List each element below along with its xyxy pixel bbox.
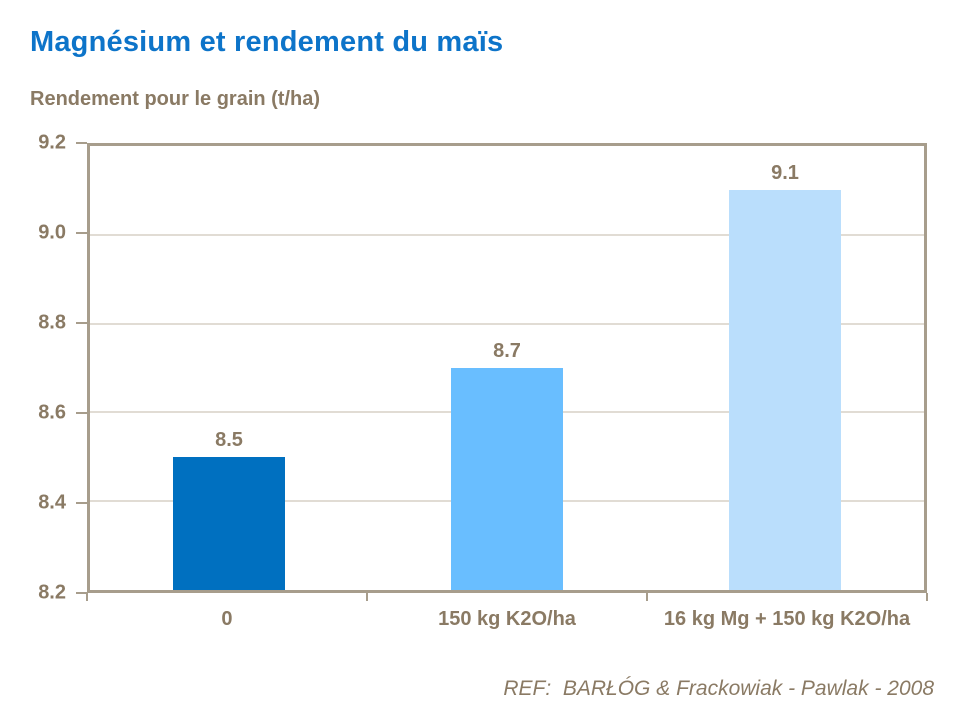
y-tick-label: 8.4 [38,491,66,514]
x-tick-mark [365,593,368,601]
page-title: Magnésium et rendement du maïs [30,26,504,58]
y-tick-label: 9.0 [38,221,66,244]
y-tick-mark [76,592,87,594]
y-tick-mark [76,322,87,324]
x-axis-category-labels: 0 150 kg K2O/ha 16 kg Mg + 150 kg K2O/ha [87,608,927,634]
bar-value-label: 8.5 [215,428,243,451]
x-axis-tick-marks [86,593,928,601]
gridline [90,234,924,236]
y-tick-label: 8.8 [38,311,66,334]
y-axis-tick-marks [76,142,87,594]
x-tick-mark [926,593,928,601]
y-axis-title: Rendement pour le grain (t/ha) [30,88,321,110]
bars-layer: 8.5 8.7 9.1 [90,146,924,590]
gridline [90,323,924,325]
x-tick-mark [86,593,88,601]
reference-text: REF: BARŁÓG & Frackowiak - Pawlak - 2008 [503,677,934,700]
y-tick-mark [76,142,87,144]
x-axis-category-label: 0 [221,608,233,630]
y-tick-label: 9.2 [38,131,66,154]
bar-value-label: 9.1 [771,162,799,185]
y-tick-label: 8.2 [38,581,66,604]
bar-1 [172,456,285,590]
y-axis-tick-labels: 8.2 8.4 8.6 8.8 9.0 9.2 [0,132,66,604]
x-axis-category-label: 16 kg Mg + 150 kg K2O/ha [663,608,911,630]
bar-3 [729,190,841,590]
y-tick-mark [76,502,87,504]
plot-area: 8.5 8.7 9.1 [87,143,927,593]
x-tick-mark [645,593,648,601]
x-axis-category-label: 150 kg K2O/ha [438,608,576,630]
bar-value-label: 8.7 [493,340,521,362]
bar-2 [451,368,563,590]
y-tick-mark [76,232,87,234]
y-tick-mark [76,412,87,414]
y-tick-label: 8.6 [38,401,66,424]
